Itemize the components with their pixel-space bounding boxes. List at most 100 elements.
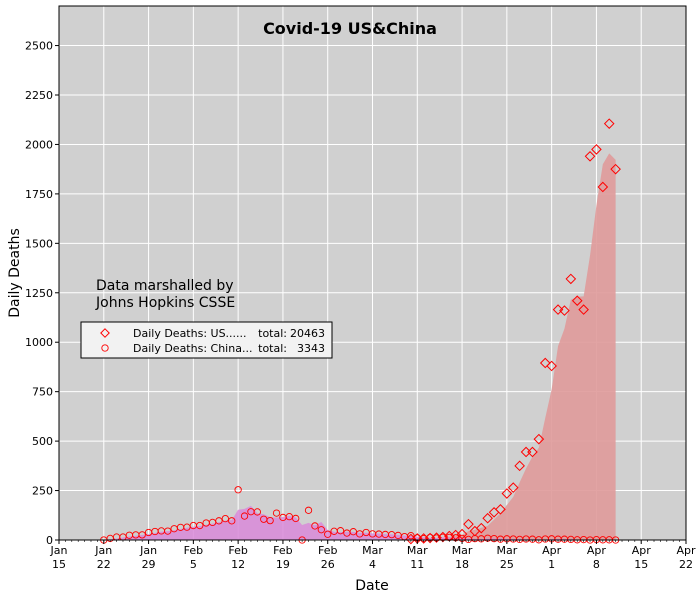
legend-series-name: Daily Deaths: China... bbox=[133, 342, 252, 355]
china-point bbox=[336, 527, 345, 535]
y-tick-label: 0 bbox=[46, 534, 53, 547]
chart-title: Covid-19 US&China bbox=[263, 19, 437, 38]
legend-marker-us bbox=[100, 328, 110, 338]
x-tick-day: 22 bbox=[97, 558, 111, 571]
legend-box bbox=[80, 321, 333, 359]
x-tick-day: 25 bbox=[500, 558, 514, 571]
x-tick-month: Jan bbox=[94, 544, 112, 557]
y-tick-label: 1250 bbox=[25, 287, 53, 300]
china-point bbox=[234, 486, 242, 494]
x-tick-day: 26 bbox=[321, 558, 335, 571]
china-point bbox=[266, 516, 274, 525]
china-point bbox=[311, 522, 319, 530]
x-tick-day: 8 bbox=[593, 558, 600, 571]
x-tick-day: 15 bbox=[52, 558, 66, 571]
x-tick-day: 5 bbox=[190, 558, 197, 571]
x-tick-day: 15 bbox=[634, 558, 648, 571]
china-point bbox=[196, 521, 204, 530]
us-point bbox=[571, 295, 583, 306]
y-axis: 0 250 500 750 1000 1250 1500 1750 2000 2250 2500 bbox=[25, 40, 59, 547]
us-point bbox=[578, 304, 589, 315]
china-point bbox=[317, 526, 325, 534]
us-point bbox=[533, 433, 545, 445]
x-axis: Jan15Jan22Jan29Feb5Feb12Feb19Feb26Mar4Ma… bbox=[50, 540, 696, 571]
us-point bbox=[482, 512, 493, 524]
us-point bbox=[610, 163, 621, 175]
china-point bbox=[272, 509, 281, 517]
x-tick-day: 1 bbox=[548, 558, 555, 571]
us-point bbox=[501, 488, 513, 499]
china-point bbox=[164, 527, 172, 535]
y-tick-label: 1500 bbox=[25, 237, 53, 250]
y-tick-label: 250 bbox=[32, 485, 53, 498]
legend-total-label: total: bbox=[258, 327, 287, 340]
china-point bbox=[221, 514, 229, 523]
x-tick-month: Apr bbox=[587, 544, 607, 557]
china-point bbox=[138, 531, 146, 539]
legend-series-name: Daily Deaths: US...... bbox=[133, 327, 247, 340]
x-tick-month: Apr bbox=[676, 544, 696, 557]
x-tick-day: 18 bbox=[455, 558, 469, 571]
us-point bbox=[507, 482, 519, 493]
us-point bbox=[463, 518, 474, 530]
y-tick-label: 2250 bbox=[25, 89, 53, 102]
annotation-line-2: Johns Hopkins CSSE bbox=[95, 295, 235, 311]
series-area-us bbox=[410, 153, 616, 540]
x-axis-title: Date bbox=[355, 578, 388, 594]
us-point bbox=[584, 151, 596, 162]
x-tick-month: Mar bbox=[496, 544, 517, 557]
series-fills bbox=[103, 153, 616, 540]
us-point bbox=[527, 446, 538, 458]
x-tick-month: Apr bbox=[542, 544, 562, 557]
legend-total-value: 20463 bbox=[290, 327, 325, 340]
us-point bbox=[603, 118, 615, 129]
x-tick-month: Feb bbox=[228, 544, 247, 557]
china-point bbox=[324, 530, 332, 538]
x-tick-month: Feb bbox=[273, 544, 292, 557]
x-tick-month: Jan bbox=[50, 544, 68, 557]
us-point bbox=[591, 144, 602, 155]
x-tick-month: Mar bbox=[452, 544, 473, 557]
series-markers bbox=[100, 118, 621, 545]
us-point bbox=[597, 181, 609, 193]
legend-total-value: 3343 bbox=[297, 342, 325, 355]
us-point bbox=[514, 460, 525, 472]
china-point bbox=[292, 514, 300, 523]
us-point bbox=[565, 273, 577, 285]
y-tick-label: 1750 bbox=[25, 188, 53, 201]
china-point bbox=[285, 513, 293, 521]
y-tick-label: 750 bbox=[32, 386, 53, 399]
china-point bbox=[240, 512, 249, 520]
x-tick-month: Jan bbox=[139, 544, 157, 557]
china-point bbox=[407, 531, 415, 540]
y-tick-label: 2000 bbox=[25, 138, 53, 151]
x-tick-day: 29 bbox=[142, 558, 156, 571]
x-tick-day: 22 bbox=[679, 558, 693, 571]
china-point bbox=[253, 508, 261, 516]
china-point bbox=[215, 517, 223, 525]
y-tick-label: 1000 bbox=[25, 336, 53, 349]
series-area-china bbox=[103, 505, 616, 540]
us-point bbox=[495, 504, 506, 515]
legend: Daily Deaths: US...... total: 20463 Daily D… bbox=[80, 321, 333, 359]
china-point bbox=[349, 528, 357, 536]
x-tick-day: 4 bbox=[369, 558, 376, 571]
legend-total-label: total: bbox=[258, 342, 287, 355]
x-tick-day: 11 bbox=[410, 558, 424, 571]
us-point bbox=[559, 305, 570, 316]
x-tick-day: 19 bbox=[276, 558, 290, 571]
x-tick-day: 12 bbox=[231, 558, 245, 571]
us-point bbox=[475, 522, 487, 534]
y-tick-label: 500 bbox=[32, 435, 53, 448]
x-tick-month: Mar bbox=[407, 544, 428, 557]
annotation-line-1: Data marshalled by bbox=[96, 278, 234, 294]
legend-marker-china bbox=[101, 344, 109, 352]
us-point bbox=[546, 360, 557, 372]
x-tick-month: Feb bbox=[184, 544, 203, 557]
x-tick-month: Apr bbox=[632, 544, 652, 557]
x-tick-month: Mar bbox=[362, 544, 383, 557]
china-point bbox=[304, 506, 313, 514]
us-point bbox=[539, 357, 551, 369]
x-tick-month: Feb bbox=[318, 544, 337, 557]
